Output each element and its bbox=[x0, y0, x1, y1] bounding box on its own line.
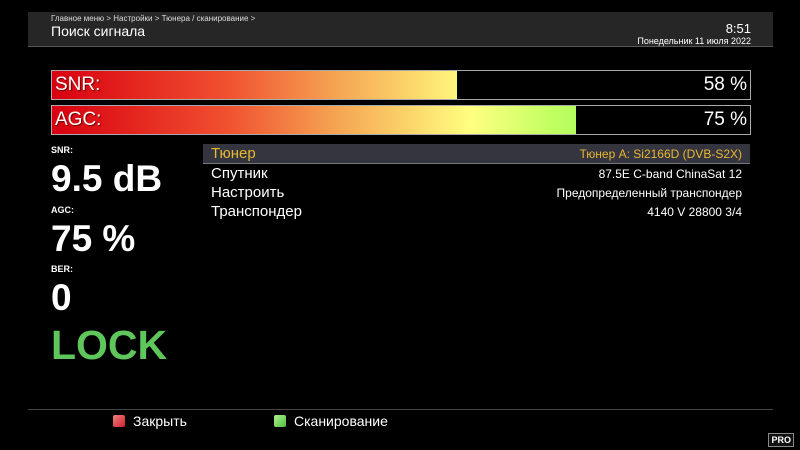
snr-value: 9.5 dB bbox=[51, 158, 163, 199]
row-setup[interactable]: Настроить Предопределенный транспондер bbox=[203, 183, 750, 202]
snr-bar-value: 58 % bbox=[703, 74, 747, 95]
agc-label: AGC: bbox=[51, 205, 74, 215]
header: Главное меню > Настройки > Тюнера / скан… bbox=[28, 12, 773, 47]
row-value: Тюнер A: Si2166D (DVB-S2X) bbox=[579, 147, 743, 161]
scan-label: Сканирование bbox=[294, 413, 388, 429]
channel-logo: PRO bbox=[768, 433, 794, 447]
snr-bar-fill bbox=[52, 71, 457, 99]
agc-bar-fill bbox=[52, 106, 576, 134]
row-value: 4140 V 28800 3/4 bbox=[647, 205, 742, 219]
clock: 8:51 bbox=[725, 21, 751, 36]
scan-button[interactable]: Сканирование bbox=[274, 413, 388, 429]
row-value: 87.5E C-band ChinaSat 12 bbox=[598, 167, 742, 181]
row-key: Настроить bbox=[211, 184, 285, 201]
ber-value: 0 bbox=[51, 277, 72, 318]
row-value: Предопределенный транспондер bbox=[556, 186, 742, 200]
row-satellite[interactable]: Спутник 87.5E C-band ChinaSat 12 bbox=[203, 164, 750, 183]
snr-bar-label: SNR: bbox=[55, 74, 101, 95]
row-tuner[interactable]: Тюнер Тюнер A: Si2166D (DVB-S2X) bbox=[203, 144, 750, 164]
date: Понедельник 11 июля 2022 bbox=[637, 36, 751, 46]
page-title: Поиск сигнала bbox=[51, 23, 146, 39]
snr-bar: SNR: 58 % bbox=[51, 70, 751, 100]
green-key-icon bbox=[274, 415, 286, 427]
close-label: Закрыть bbox=[133, 413, 187, 429]
ber-label: BER: bbox=[51, 264, 73, 274]
agc-value: 75 % bbox=[51, 218, 136, 259]
red-key-icon bbox=[113, 415, 125, 427]
agc-bar-value: 75 % bbox=[703, 109, 747, 130]
agc-bar-label: AGC: bbox=[55, 109, 102, 130]
row-key: Транспондер bbox=[211, 203, 302, 220]
agc-bar: AGC: 75 % bbox=[51, 105, 751, 135]
row-transponder[interactable]: Транспондер 4140 V 28800 3/4 bbox=[203, 202, 750, 221]
snr-label: SNR: bbox=[51, 145, 73, 155]
row-key: Тюнер bbox=[211, 145, 256, 162]
close-button[interactable]: Закрыть bbox=[113, 413, 187, 429]
row-key: Спутник bbox=[211, 165, 268, 182]
lock-status: LOCK bbox=[51, 322, 168, 368]
breadcrumb: Главное меню > Настройки > Тюнера / скан… bbox=[51, 14, 256, 23]
footer-divider bbox=[28, 409, 773, 410]
